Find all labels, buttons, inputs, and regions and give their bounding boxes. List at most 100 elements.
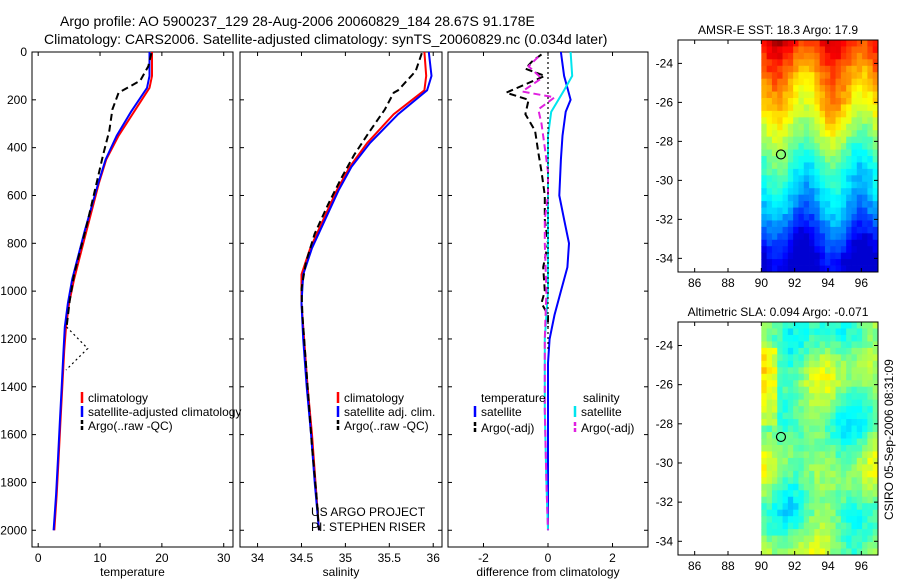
sst_map-cell: [851, 85, 858, 92]
sla_map-cell: [761, 412, 768, 420]
sst_map-cell: [766, 46, 773, 54]
sst_map-cell: [846, 104, 852, 112]
sla_map-cell: [771, 444, 778, 452]
sla_map-cell: [856, 483, 863, 491]
sst_map-cell: [830, 239, 836, 247]
sst_map-cell: [761, 265, 768, 273]
sla_map-cell: [867, 334, 874, 342]
diff-legend-sal-satellite-label: satellite: [581, 405, 622, 419]
sst_map-cell: [824, 149, 831, 157]
sst_map-cell: [830, 149, 836, 157]
sst_map-cell: [862, 46, 868, 54]
sla_map-cell: [814, 412, 821, 420]
sla_map-cell: [787, 503, 794, 511]
sla_map-cell: [856, 334, 863, 342]
sst_map-cell: [782, 252, 789, 260]
sst_map-cell: [862, 98, 868, 105]
sst_map-cell: [830, 194, 836, 202]
sst_map-cell: [777, 259, 783, 266]
sst_map-cell: [846, 207, 852, 215]
sla_map-cell: [835, 470, 842, 478]
sst_map-cell: [840, 78, 847, 86]
sla_map-cell: [840, 328, 847, 336]
sla_map-cell: [824, 419, 831, 426]
sst_map-cell: [809, 252, 815, 260]
sst_map-cell: [777, 188, 783, 196]
sla_map-xtick-label: 94: [821, 559, 835, 573]
sst_map-cell: [824, 110, 831, 118]
sla_map-frame: [677, 321, 879, 556]
sst_map-cell: [835, 85, 842, 92]
sst_map-cell: [851, 46, 858, 54]
sla_map-cell: [856, 341, 863, 349]
sst_map-cell: [777, 181, 783, 189]
sla_map-cell: [830, 360, 836, 368]
sst_map-cell: [819, 98, 826, 105]
sla_map-cell: [814, 380, 821, 388]
sla_map-cell: [835, 354, 842, 362]
sla_map-cell: [862, 509, 868, 517]
sla_map-cell: [830, 347, 836, 355]
sst_map-cell: [862, 259, 868, 266]
sst_map-cell: [787, 207, 794, 215]
sst_map-cell: [777, 246, 783, 254]
sla_map-cell: [803, 496, 810, 504]
sst_map-cell: [846, 194, 852, 202]
sla_map-cell: [761, 522, 768, 530]
sst_map-cell: [862, 143, 868, 150]
sla_map-cell: [814, 354, 821, 362]
sla_map-cell: [819, 542, 826, 549]
sst_map-cell: [803, 246, 810, 254]
sst_map-cell: [872, 239, 879, 247]
sst_map-cell: [856, 233, 863, 241]
sst_map-cell: [840, 46, 847, 54]
sla_map-cell: [851, 360, 858, 368]
sla_map-cell: [856, 347, 863, 355]
sla_map-cell: [782, 354, 789, 362]
sla_map-cell: [819, 457, 826, 465]
sla_map-cell: [840, 386, 847, 394]
sst_map-cell: [840, 40, 847, 47]
sst_map-cell: [761, 78, 768, 86]
sst_map-cell: [856, 239, 863, 247]
sst_map-ytick-label: -30: [656, 173, 674, 187]
sst_map-cell: [761, 52, 768, 60]
sst_map-cell: [782, 98, 789, 105]
sla_map-cell: [798, 406, 805, 414]
sst_map-cell: [814, 233, 821, 241]
sst_map-cell: [872, 233, 879, 241]
sla_map-cell: [777, 529, 783, 536]
depth-tick-label: 1600: [0, 428, 27, 442]
sst_map-cell: [819, 252, 826, 260]
sla_map-cell: [814, 386, 821, 394]
sla_map-cell: [771, 483, 778, 491]
sla_map-cell: [872, 360, 879, 368]
sla_map-cell: [766, 419, 773, 426]
sla_map-cell: [787, 425, 794, 433]
sst_map-cell: [856, 194, 863, 202]
sst_map-cell: [793, 130, 799, 138]
sst_map-cell: [793, 59, 799, 67]
sla_map-cell: [782, 412, 789, 420]
temp-legend-satellite-label: satellite-adjusted climatology: [88, 405, 241, 419]
sst_map-cell: [851, 59, 858, 67]
sst_map-cell: [862, 85, 868, 92]
sst_map-cell: [782, 246, 789, 254]
sla_map-cell: [787, 542, 794, 549]
sst_map-cell: [782, 130, 789, 138]
sla_map-cell: [835, 490, 842, 498]
sst_map-cell: [872, 259, 879, 266]
sst_map-cell: [803, 91, 810, 99]
sla_map-cell: [798, 477, 805, 485]
sst_map-cell: [814, 78, 821, 86]
sst_map-cell: [793, 143, 799, 150]
sst_map-cell: [840, 214, 847, 221]
sla_map-cell: [872, 503, 879, 511]
sla_map-cell: [814, 548, 821, 556]
sla_map-cell: [824, 347, 831, 355]
sla_map-cell: [771, 406, 778, 414]
sla_map-cell: [867, 432, 874, 439]
depth-tick-label: 1400: [0, 380, 27, 394]
sla_map-cell: [851, 548, 858, 556]
sla_map-cell: [862, 380, 868, 388]
